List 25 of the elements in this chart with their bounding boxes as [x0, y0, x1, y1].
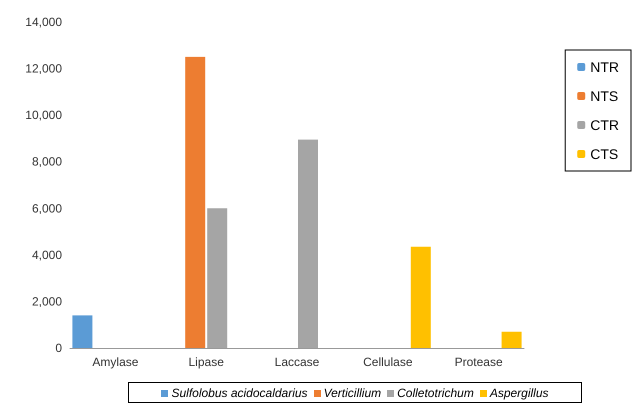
text: Colletotrichum [396, 386, 474, 400]
x-tick-label: Amylase [92, 355, 139, 369]
x-tick-label: Lipase [188, 355, 224, 369]
text: Verticillium [322, 386, 382, 400]
y-tick-label: 8,000 [32, 154, 62, 169]
legend-label: NTS [590, 88, 618, 104]
y-tick-label: 4,000 [32, 248, 62, 262]
legend-label: CTR [590, 117, 620, 133]
y-tick-label: 0 [55, 341, 62, 355]
text: Sulfolobus acidocaldarius [170, 386, 308, 400]
x-tick-label: Cellulase [363, 355, 413, 369]
y-tick-label: 10,000 [25, 108, 62, 122]
bar [185, 56, 206, 348]
legend-label: NTR [590, 59, 620, 75]
legend-label: CTS [590, 146, 618, 162]
bar [410, 246, 431, 348]
bar [502, 332, 522, 348]
y-tick-label: 6,000 [32, 201, 62, 216]
y-tick-label: 2,000 [32, 294, 62, 308]
x-tick-label: Laccase [274, 355, 320, 369]
y-tick-label: 14,000 [25, 15, 62, 29]
x-tick-label: Protease [454, 355, 503, 369]
text: Aspergillus [488, 386, 549, 400]
y-tick-label: 12,000 [25, 62, 62, 76]
bar [72, 315, 92, 348]
